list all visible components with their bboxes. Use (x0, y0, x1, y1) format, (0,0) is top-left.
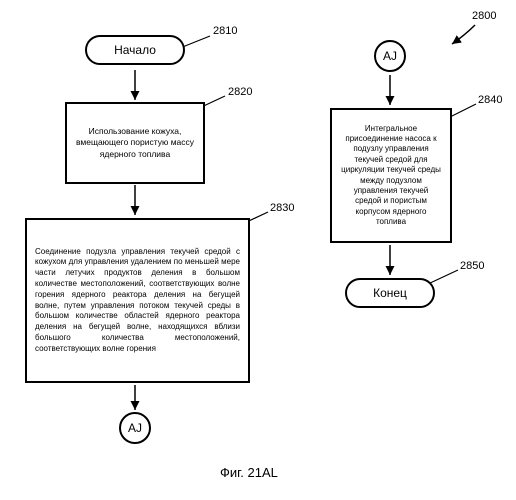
process-connect-subassembly-text: Соединение подузла управления текучей ср… (35, 247, 240, 355)
connector-out: AJ (119, 412, 151, 444)
flowchart-container: 2800 Начало 2810 Использование кожуха, в… (10, 10, 506, 490)
end-terminator: Конец (345, 278, 435, 308)
ref-2850: 2850 (460, 260, 484, 272)
figure-ref-main: 2800 (472, 10, 496, 22)
ref-2830: 2830 (270, 202, 294, 214)
connector-in: AJ (374, 40, 406, 72)
start-label: Начало (114, 43, 156, 57)
process-pump-text: Интегральное присоединение насоса к поду… (340, 124, 442, 228)
process-pump: Интегральное присоединение насоса к поду… (330, 108, 452, 243)
process-use-casing: Использование кожуха, вмещающего пористу… (65, 102, 205, 184)
ref-2840: 2840 (478, 94, 502, 106)
ref-2820: 2820 (228, 86, 252, 98)
process-connect-subassembly: Соединение подузла управления текучей ср… (25, 218, 250, 383)
end-label: Конец (373, 286, 407, 300)
connector-in-label: AJ (383, 49, 397, 63)
figure-caption: Фиг. 21AL (220, 465, 278, 480)
process-use-casing-text: Использование кожуха, вмещающего пористу… (75, 126, 195, 159)
connector-out-label: AJ (128, 421, 142, 435)
ref-2810: 2810 (213, 25, 237, 37)
start-terminator: Начало (85, 35, 185, 65)
